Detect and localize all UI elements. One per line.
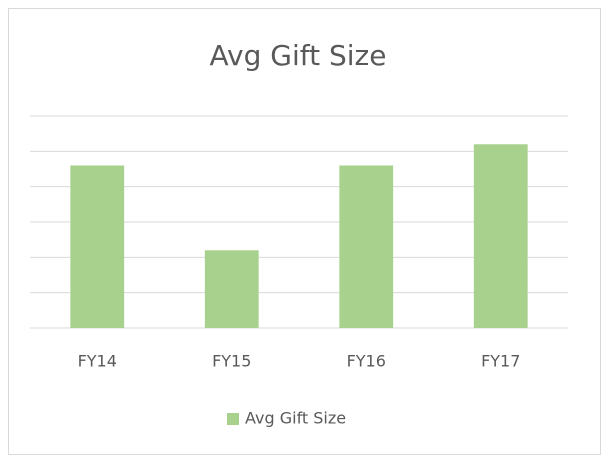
bar xyxy=(473,144,528,328)
bar xyxy=(70,165,125,328)
x-tick-label: FY17 xyxy=(481,352,520,371)
bar xyxy=(204,250,259,328)
x-tick-label: FY16 xyxy=(347,352,386,371)
x-tick-label: FY15 xyxy=(212,352,251,371)
bar xyxy=(339,165,394,328)
chart-title: Avg Gift Size xyxy=(210,39,387,72)
x-tick-label: FY14 xyxy=(78,352,117,371)
legend-swatch xyxy=(227,413,239,425)
legend-label: Avg Gift Size xyxy=(245,409,346,428)
